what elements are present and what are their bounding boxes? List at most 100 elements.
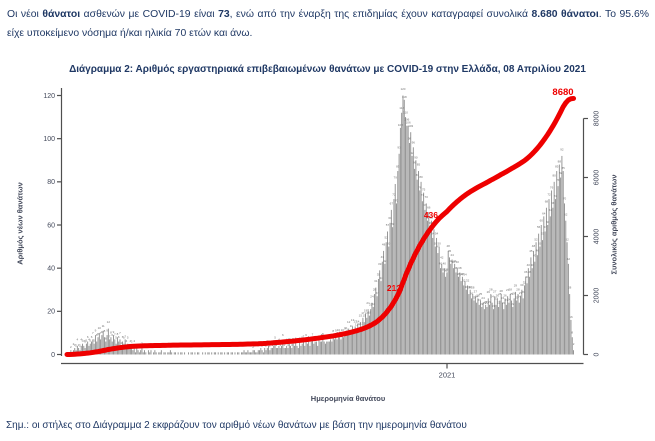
bar-value-label: 7 <box>114 333 116 337</box>
bar-value-label: 4 <box>133 339 135 343</box>
bar-value-label: 90 <box>414 155 418 159</box>
bar <box>469 289 471 355</box>
bar <box>367 309 369 355</box>
bar <box>334 339 335 355</box>
bar <box>440 268 441 355</box>
bar-value-label: 30 <box>465 285 469 289</box>
bar <box>259 350 260 355</box>
bar <box>523 285 525 355</box>
bar-value-label: 36 <box>461 272 465 276</box>
bar-value-label: 22 <box>497 300 501 304</box>
bar <box>483 309 485 355</box>
bar-value-label: 15 <box>359 314 363 318</box>
bar-value-label: 68 <box>551 201 555 205</box>
bar <box>433 229 435 355</box>
bar-value-label: 53 <box>541 232 545 236</box>
bar-value-label: 17 <box>361 311 365 315</box>
bar-value-label: 24 <box>507 298 511 302</box>
bar <box>556 171 558 355</box>
bar <box>463 285 465 355</box>
bar <box>88 345 90 355</box>
bar <box>241 352 242 355</box>
bar <box>93 343 95 355</box>
bar <box>96 341 98 355</box>
annotation-label: 8680 <box>552 87 573 98</box>
bar <box>282 341 284 355</box>
bar <box>243 350 245 355</box>
bar <box>350 330 352 355</box>
bar <box>570 319 572 355</box>
bar-value-label: 67 <box>423 203 427 207</box>
bar <box>540 225 542 355</box>
intro-text: , ενώ από την έναρξη της επιδημίας έχουν… <box>229 9 532 20</box>
bar <box>231 352 233 355</box>
bar <box>468 294 470 355</box>
bar-value-label: 6 <box>105 337 107 341</box>
bar-value-label: 30 <box>468 285 472 289</box>
bar-value-label: 6 <box>111 333 113 337</box>
bar-value-label: 70 <box>395 198 399 202</box>
bar-value-label: 9 <box>95 328 97 332</box>
bar <box>128 348 130 355</box>
bar <box>571 337 573 355</box>
bar-value-label: 50 <box>437 242 441 246</box>
bar <box>384 263 386 355</box>
bar <box>420 181 422 355</box>
bar-value-label: 2 <box>573 342 575 346</box>
bar-value-label: 40 <box>443 261 447 265</box>
bar <box>349 335 351 355</box>
bar-value-label: 62 <box>564 212 568 216</box>
bar <box>530 257 532 355</box>
bar <box>315 341 317 355</box>
bar <box>557 186 559 355</box>
bar <box>327 341 329 355</box>
bar-value-label: 25 <box>515 296 519 300</box>
bar <box>180 352 182 355</box>
bar-value-label: 36 <box>524 270 528 274</box>
bar <box>74 348 76 355</box>
bar <box>132 350 134 355</box>
bar-value-label: 85 <box>417 163 421 167</box>
bar <box>359 322 361 355</box>
bar <box>80 345 82 355</box>
bar-value-label: 96 <box>412 141 416 145</box>
bar-value-label: 44 <box>450 253 454 257</box>
bar <box>377 278 379 355</box>
bar <box>256 352 258 355</box>
bar-value-label: 26 <box>476 293 480 297</box>
bar <box>291 348 293 355</box>
bar-value-label: 24 <box>518 294 522 298</box>
bar <box>224 352 226 355</box>
bar <box>455 272 457 355</box>
left-axis-tick-label: 60 <box>47 222 55 229</box>
bar <box>346 335 348 355</box>
bar <box>414 168 416 355</box>
bar <box>270 348 272 355</box>
bar-value-label: 5 <box>127 335 129 339</box>
bar-value-label: 40 <box>456 260 460 264</box>
bar <box>341 332 343 355</box>
bar-value-label: 3 <box>279 343 281 347</box>
bar <box>518 302 520 355</box>
bar-value-label: 9 <box>106 328 108 332</box>
bar <box>476 302 478 355</box>
bar <box>538 233 540 355</box>
bar-value-label: 16 <box>569 315 573 319</box>
bar <box>358 328 360 355</box>
bar-value-label: 79 <box>394 176 398 180</box>
bar <box>248 352 250 355</box>
bar-value-label: 42 <box>453 259 457 263</box>
bar <box>131 348 133 355</box>
bar-value-label: 5 <box>89 339 91 343</box>
bar <box>545 207 547 355</box>
bar <box>503 309 505 355</box>
bar <box>138 352 140 355</box>
bar <box>310 341 312 355</box>
bar <box>352 326 354 355</box>
bar <box>304 345 306 355</box>
bar-value-label: 28 <box>489 287 493 291</box>
bar-value-label: 81 <box>416 173 420 177</box>
bar <box>110 337 112 355</box>
left-axis-tick-label: 100 <box>43 136 55 143</box>
bar <box>498 307 500 355</box>
